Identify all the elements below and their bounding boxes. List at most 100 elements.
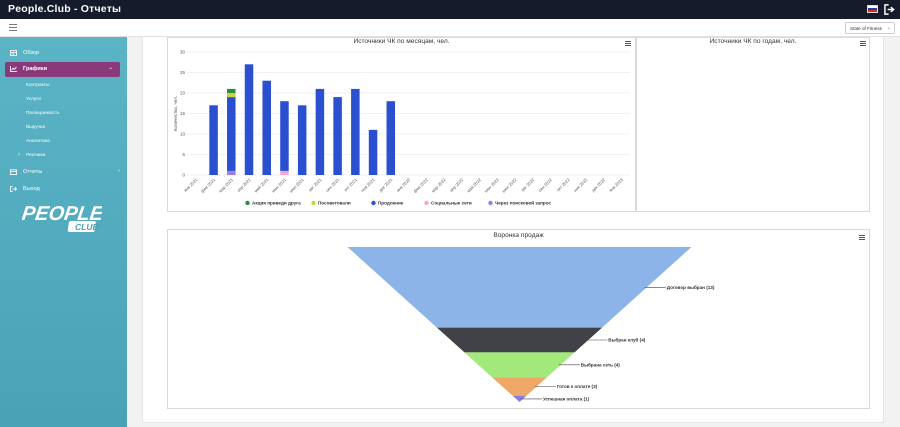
sidebar-item-logout[interactable]: Выход [0, 182, 127, 196]
top-bar: People.Club - Отчеты [0, 0, 900, 19]
bar-segment [227, 93, 236, 98]
sidebar-subitem-ads[interactable]: Реклама [18, 152, 45, 158]
sidebar-subitem-attendance[interactable]: Посещаемость [26, 111, 60, 116]
reports-icon [10, 169, 17, 175]
logout-icon [10, 186, 17, 192]
sidebar-item-label: Отчеты [23, 169, 43, 175]
funnel-label: Договор выбран (13) [667, 284, 715, 290]
y-tick-label: 20 [180, 91, 186, 96]
logout-icon[interactable] [884, 4, 895, 15]
people-club-logo: PEOPLE CLUB [22, 203, 102, 232]
x-tick-label: янв 2022 [395, 177, 411, 193]
yearly-chart-title: Источники ЧК по годам, чел. [709, 38, 797, 45]
x-tick-label: апр 2021 [236, 177, 252, 193]
bar-segment [227, 97, 236, 171]
funnel-label: Выбрана сеть (4) [581, 361, 621, 367]
x-tick-label: янв 2023 [608, 177, 624, 193]
legend-marker [311, 200, 316, 206]
funnel-segment [512, 395, 527, 402]
bar-segment [368, 129, 378, 175]
chevron-right-icon: › [118, 168, 120, 174]
funnel-label: Готов к оплате (3) [557, 384, 598, 389]
x-tick-label: май 2021 [253, 177, 270, 194]
funnel-label: Выбран клуб (4) [608, 337, 645, 343]
funnel-segment [464, 352, 575, 378]
club-select-value: State of Fitness [850, 26, 882, 31]
bar-segment [227, 170, 236, 175]
monthly-sources-card: Источники ЧК по месяцам, чел. 0 5 10 15 20 25… [167, 37, 636, 212]
sidebar-item-label: Графики [23, 66, 48, 72]
x-tick-label: дек 2021 [378, 177, 394, 193]
sidebar-subitem-contracts[interactable]: Контракты [26, 83, 50, 88]
sidebar-item-label: Выход [23, 186, 40, 192]
chart-menu-icon[interactable] [625, 41, 631, 46]
x-tick-label: июл 2022 [501, 177, 518, 194]
legend-label: Социальные сети [431, 201, 472, 206]
x-tick-label: авг 2022 [520, 177, 536, 193]
chart-menu-icon[interactable] [859, 235, 865, 240]
funnel-segment [436, 327, 603, 353]
x-tick-label: фев 2021 [200, 177, 217, 194]
x-tick-label: ноя 2021 [360, 177, 376, 193]
bar-segment [209, 105, 218, 175]
bar-segment [227, 88, 236, 93]
funnel-segment [347, 247, 692, 328]
y-tick-label: 0 [182, 173, 185, 178]
legend-label: Через поисковой запрос [495, 200, 551, 206]
x-tick-label: ноя 2022 [573, 177, 589, 193]
chart-menu-icon[interactable] [860, 41, 866, 46]
hamburger-menu-icon[interactable] [9, 24, 17, 31]
bar-segment [262, 80, 271, 175]
app-title: People.Club - Отчеты [8, 3, 122, 15]
y-tick-label: 25 [180, 70, 186, 75]
x-tick-label: окт 2022 [555, 177, 571, 193]
y-tick-label: 15 [180, 111, 186, 116]
x-tick-label: авг 2021 [307, 177, 323, 193]
bar-segment [333, 97, 342, 175]
legend-marker [424, 200, 429, 206]
sidebar: Обзор Графики ⌄ Контракты Услуги Посещае… [0, 37, 127, 427]
funnel-chart-title: Воронка продаж [493, 232, 544, 239]
legend-label: Продление [378, 201, 404, 206]
x-tick-label: мар 2022 [430, 177, 447, 194]
bar-segment [280, 170, 289, 175]
y-axis-label: Количество, чел. [173, 96, 178, 131]
sidebar-item-charts[interactable]: Графики ⌄ [5, 62, 120, 77]
monthly-chart-title: Источники ЧК по месяцам, чел. [353, 38, 450, 45]
sidebar-item-reports[interactable]: Отчеты › [0, 165, 127, 179]
y-tick-label: 10 [180, 132, 186, 137]
bar-segment [297, 105, 307, 175]
funnel-segment [491, 377, 548, 396]
bar-segment [244, 64, 254, 175]
overview-icon [10, 50, 17, 56]
y-tick-label: 30 [180, 50, 186, 55]
chart-icon [10, 66, 17, 72]
logo-badge-text: CLUB [75, 222, 99, 232]
chevron-down-icon: ⌄ [886, 25, 891, 31]
funnel-label: Успешная оплата (1) [543, 397, 590, 402]
logo-text: PEOPLE [22, 203, 102, 225]
toolbar [0, 19, 900, 37]
club-select[interactable]: State of Fitness ⌄ [845, 22, 895, 34]
x-tick-label: апр 2022 [449, 177, 465, 193]
x-tick-label: июн 2021 [271, 177, 288, 194]
bar-segment [280, 101, 289, 171]
x-tick-label: июн 2022 [483, 177, 500, 194]
x-tick-label: фев 2022 [412, 177, 429, 194]
sidebar-subitem-revenue[interactable]: Выручка [26, 125, 46, 130]
chevron-down-icon: ⌄ [108, 65, 113, 71]
yearly-sources-card: Источники ЧК по годам, чел. [636, 37, 870, 212]
bar-segment [315, 88, 325, 175]
legend-marker [488, 200, 493, 206]
sidebar-subitem-services[interactable]: Услуги [26, 97, 41, 102]
sidebar-subitem-analytics[interactable]: Аналитика [26, 139, 50, 144]
legend-label: Посоветовали [318, 201, 351, 206]
sidebar-item-overview[interactable]: Обзор [0, 46, 127, 60]
x-tick-label: сен 2022 [537, 177, 553, 193]
x-tick-label: сен 2021 [325, 177, 341, 193]
sales-funnel-card: Воронка продаж Договор выбран (13) Выбран… [167, 229, 870, 409]
russian-flag-icon[interactable] [867, 5, 878, 13]
legend-marker [245, 200, 250, 206]
x-tick-label: окт 2021 [343, 177, 359, 193]
